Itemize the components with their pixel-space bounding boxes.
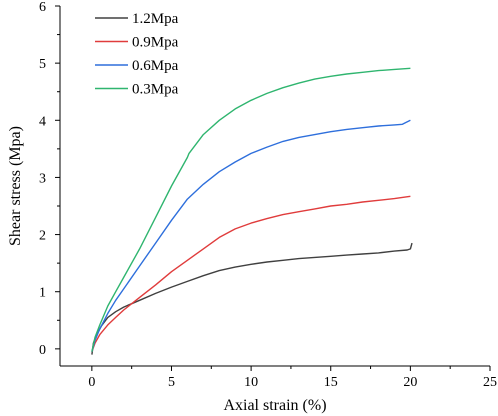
legend-label: 1.2Mpa: [132, 11, 179, 27]
x-tick-label: 0: [88, 375, 95, 390]
series-line-0-9mpa: [91, 195, 411, 352]
y-tick-label: 5: [39, 57, 46, 72]
y-tick-label: 6: [39, 0, 46, 15]
series-line-0-6mpa: [91, 119, 411, 352]
legend-label: 0.9Mpa: [132, 35, 179, 51]
series-line-1-2mpa: [91, 242, 413, 355]
y-tick-label: 4: [39, 114, 46, 129]
y-tick-label: 0: [39, 343, 46, 358]
x-axis-title: Axial strain (%): [223, 397, 326, 414]
legend-label: 0.6Mpa: [132, 58, 179, 74]
series-line-0-3mpa: [91, 67, 411, 352]
y-tick-label: 2: [39, 229, 46, 244]
legend-label: 0.3Mpa: [132, 82, 179, 98]
x-tick-label: 20: [403, 375, 417, 390]
y-tick-label: 3: [39, 171, 46, 186]
x-tick-label: 25: [483, 375, 497, 390]
x-tick-label: 15: [324, 375, 338, 390]
y-tick-label: 1: [39, 286, 46, 301]
x-tick-label: 5: [168, 375, 175, 390]
x-tick-label: 10: [244, 375, 258, 390]
y-axis-title: Shear stress (Mpa): [7, 126, 24, 246]
